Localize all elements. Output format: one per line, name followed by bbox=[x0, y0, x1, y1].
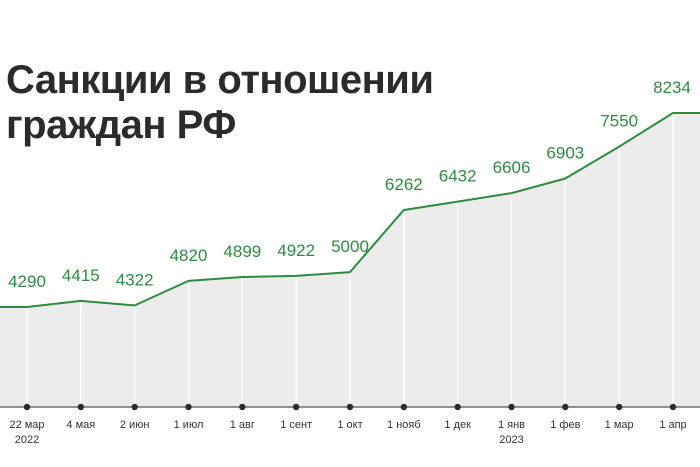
tick-dot-5 bbox=[292, 403, 300, 411]
chart-title: Санкции в отношении граждан РФ bbox=[6, 58, 434, 148]
tick-dot-10 bbox=[562, 403, 569, 411]
tick-label-0: 22 мар bbox=[9, 419, 44, 431]
tick-dot-2 bbox=[131, 403, 138, 411]
tick-dot-0 bbox=[23, 403, 31, 411]
tick-dot-6 bbox=[346, 403, 354, 411]
tick-label-6: 1 окт bbox=[337, 419, 362, 431]
tick-label-5: 1 сент bbox=[280, 419, 312, 431]
value-label-10: 6903 bbox=[546, 143, 584, 162]
tick-label-7: 1 нояб bbox=[387, 419, 421, 431]
tick-label-12: 1 апр bbox=[659, 419, 686, 431]
tick-dot-3 bbox=[185, 403, 192, 411]
series-line bbox=[0, 112, 700, 308]
tick-dot-8 bbox=[454, 403, 461, 411]
tick-dot-11 bbox=[615, 403, 623, 411]
value-label-9: 6606 bbox=[493, 158, 531, 177]
tick-label-9: 1 янв bbox=[498, 419, 525, 431]
tick-label-8: 1 дек bbox=[444, 419, 471, 431]
tick-dot-4 bbox=[239, 403, 246, 411]
tick-dot-9 bbox=[508, 403, 515, 411]
value-label-3: 4820 bbox=[170, 246, 208, 265]
value-label-8: 6432 bbox=[439, 167, 477, 186]
value-label-1: 4415 bbox=[62, 266, 100, 285]
tick-label-3: 1 июл bbox=[174, 419, 204, 431]
value-label-11: 7550 bbox=[600, 112, 638, 131]
value-label-5: 4922 bbox=[277, 241, 315, 260]
tick-year-0: 2022 bbox=[15, 434, 39, 446]
tick-label-4: 1 авг bbox=[230, 419, 255, 431]
value-label-0: 4290 bbox=[8, 272, 46, 291]
value-label-6: 5000 bbox=[331, 237, 369, 256]
tick-label-11: 1 мар bbox=[605, 419, 634, 431]
tick-dot-1 bbox=[77, 403, 85, 411]
tick-dot-7 bbox=[400, 403, 408, 411]
value-label-12: 8234 bbox=[653, 78, 691, 97]
tick-label-2: 2 июн bbox=[120, 419, 150, 431]
chart-title-line-2: граждан РФ bbox=[6, 103, 236, 147]
tick-label-1: 4 мая bbox=[66, 419, 95, 431]
value-label-7: 6262 bbox=[385, 175, 423, 194]
value-label-2: 4322 bbox=[116, 270, 154, 289]
tick-year-9: 2023 bbox=[499, 434, 523, 446]
area-fill bbox=[0, 113, 700, 407]
chart-title-line-1: Санкции в отношении bbox=[6, 58, 434, 102]
value-label-4: 4899 bbox=[223, 242, 261, 261]
tick-dot-12 bbox=[669, 403, 677, 411]
tick-label-10: 1 фев bbox=[550, 419, 580, 431]
